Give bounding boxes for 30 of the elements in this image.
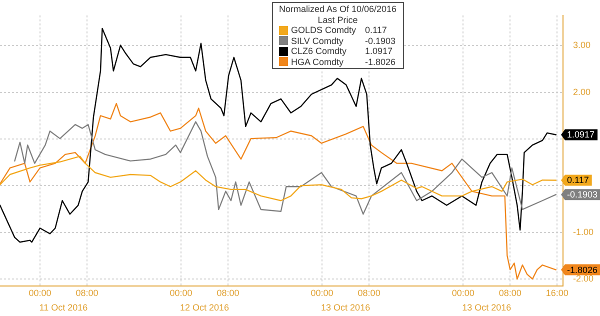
x-tick-label: 08:00 xyxy=(76,288,98,298)
text: -1.8026 xyxy=(365,56,396,66)
x-tick-label: 00:00 xyxy=(310,288,334,298)
data-label: 1.0917 xyxy=(567,130,595,140)
legend-label: CLZ6 Comdty xyxy=(291,46,348,56)
x-tick-label: 00:00 xyxy=(452,288,474,298)
text: 13 Oct 2016 xyxy=(321,302,370,312)
legend-label: GOLDS Comdty xyxy=(291,25,358,36)
text: 13 Oct 2016 xyxy=(462,302,512,312)
x-tick-label: 08:00 xyxy=(358,288,380,298)
x-tick-label: 08:00 xyxy=(498,288,522,298)
text: 11 Oct 2016 xyxy=(39,302,88,312)
x-tick-label: 08:00 xyxy=(216,288,240,298)
text: 0.117 xyxy=(365,25,387,35)
legend-label: SILV Comdty xyxy=(291,36,344,46)
y-tick-label: -2.00 xyxy=(573,273,594,284)
text: 1.0917 xyxy=(365,46,393,56)
y-tick-label: 2.00 xyxy=(573,86,591,97)
x-tick-label: 00:00 xyxy=(170,288,192,298)
text: -0.1903 xyxy=(365,36,396,46)
data-label: -0.1903 xyxy=(567,190,598,200)
text: 12 Oct 2016 xyxy=(180,302,230,312)
data-label: -1.8026 xyxy=(567,264,598,275)
y-tick-label: -1.00 xyxy=(573,226,594,237)
data-label: 0.117 xyxy=(567,175,589,186)
x-tick-label: 16:00 xyxy=(546,288,568,298)
x-tick-label: 00:00 xyxy=(28,288,52,298)
y-tick-label: 3.00 xyxy=(573,40,591,50)
legend-label: HGA Comdty xyxy=(291,56,345,67)
legend-title: Normalized As Of 10/06/2016 Last Price xyxy=(279,4,397,25)
